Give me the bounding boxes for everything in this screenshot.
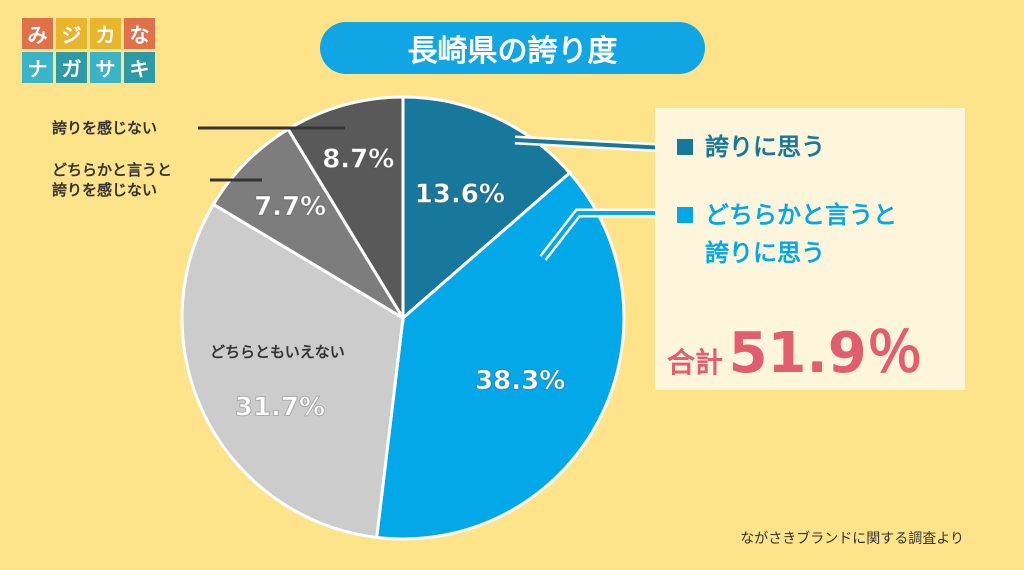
slice-value-label: 7.7% [254,192,326,222]
leader-line-somewhat-proud [541,211,665,260]
label-not-proud: 誇りを感じない [52,119,158,137]
pie-slice [180,202,405,540]
slice-value-label: 38.3% [475,366,565,396]
pie-slice [211,127,405,320]
logo-tile: サ [90,52,121,83]
logo-tile: ジ [56,18,87,49]
label-neutral: どちらともいえない [210,343,345,361]
logo-tile: キ [124,52,155,83]
pie-slice [401,95,572,322]
slice-value-label: 31.7% [235,392,325,422]
legend-label: どちらかと言うと [705,201,897,229]
square-icon [677,207,693,223]
legend-item-somewhat-proud: どちらかと言うと 誇りに思う [677,196,897,272]
legend-label: 誇りに思う [705,133,825,161]
slice-value-label: 8.7% [322,144,394,174]
label-somewhat-not-2: 誇りを感じない [52,181,158,199]
square-icon [677,139,693,155]
source-note: ながさきブランドに関する調査より [740,531,964,547]
label-somewhat-not-1: どちらかと言うと [52,161,173,179]
legend-label: 誇りに思う [705,239,825,267]
page-title: 長崎県の誇り度 [320,22,705,74]
leader-line-proud [514,138,666,150]
logo-tile: ナ [22,52,53,83]
slice-value-label: 13.6% [415,179,505,209]
total: 合計 51.9％ [667,308,923,389]
logo-tile: カ [90,18,121,49]
total-value: 51.9％ [728,321,923,386]
legend-item-proud: 誇りに思う [677,128,825,166]
logo-tile: な [124,18,155,49]
logo: みジカなナガサキ [22,18,155,83]
total-label: 合計 [667,346,724,379]
logo-tile: ガ [56,52,87,83]
logo-tile: み [22,18,53,49]
legend: 誇りに思う どちらかと言うと 誇りに思う 合計 51.9％ [655,108,965,390]
pie-slice [375,170,626,541]
